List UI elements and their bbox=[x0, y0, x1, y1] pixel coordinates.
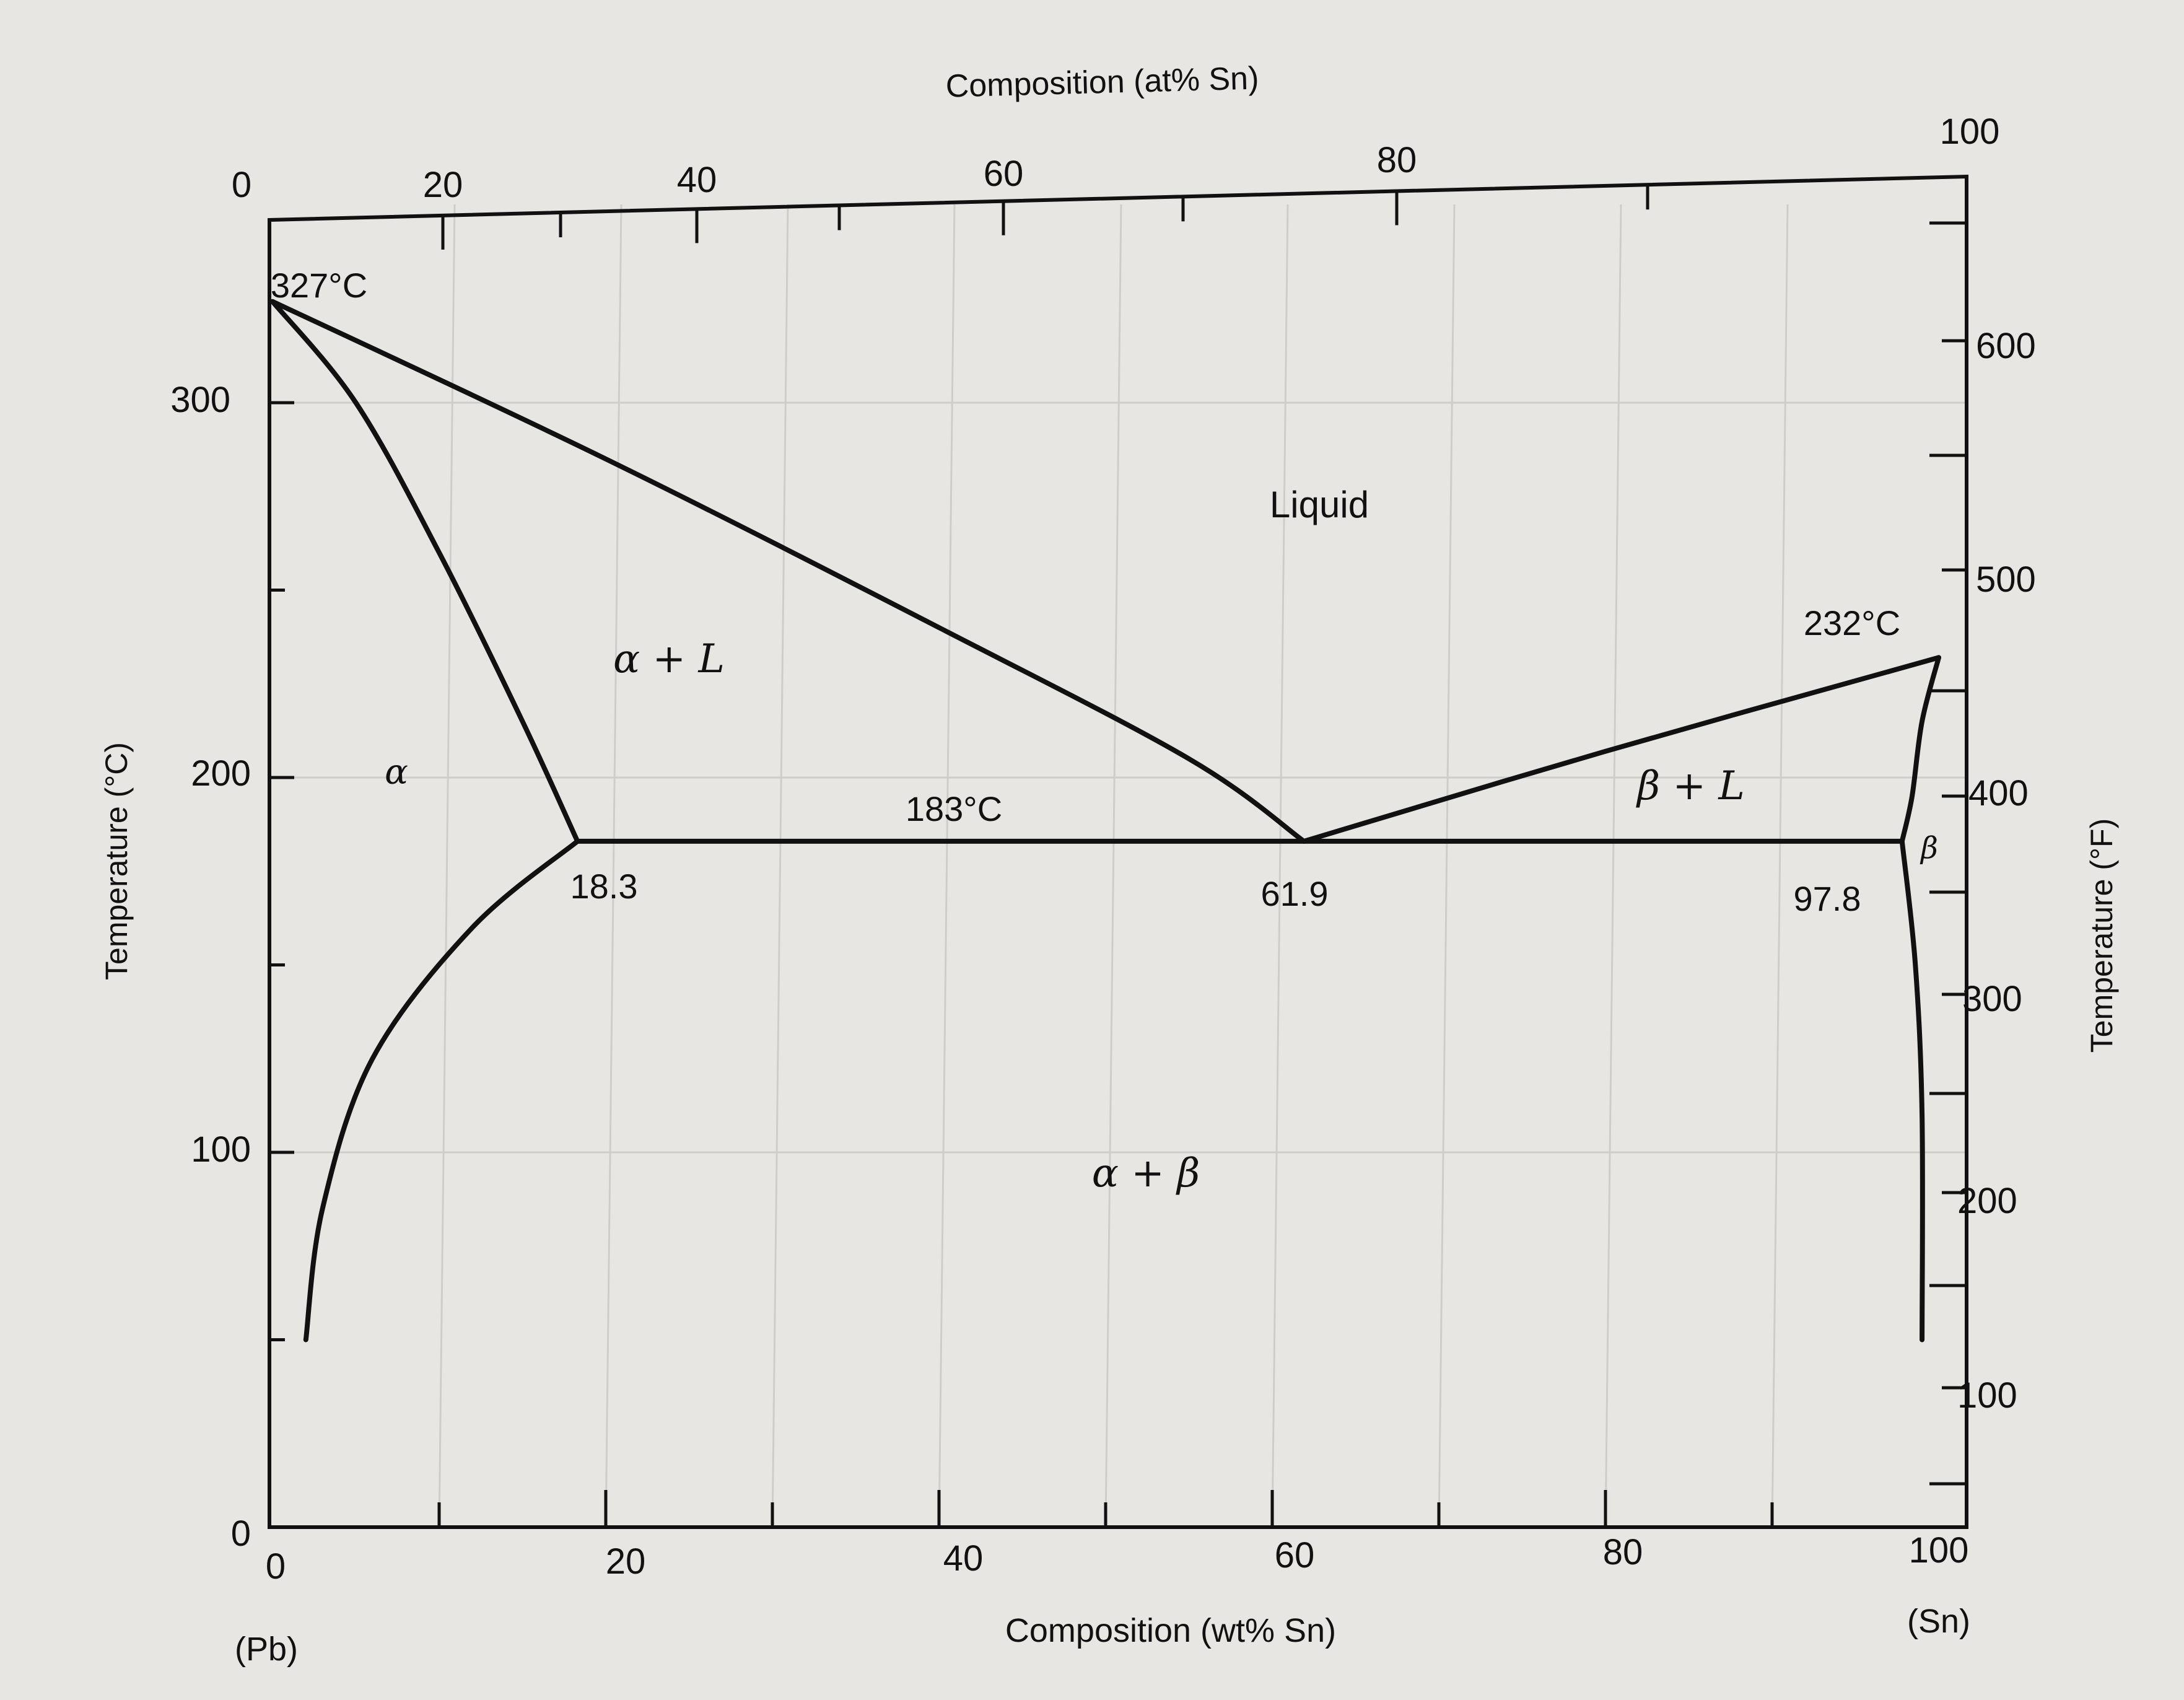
alpha-region-label: α bbox=[385, 752, 408, 792]
sn-end-label: (Sn) bbox=[1907, 1603, 1970, 1640]
alpha-plus-liquid-label: α + L bbox=[613, 636, 725, 682]
liquidus-left-curve bbox=[270, 299, 1307, 844]
right-axis-ticks: 100 200 300 400 500 600 bbox=[1957, 326, 2036, 1416]
top-tick-label: 40 bbox=[677, 160, 717, 200]
gridline bbox=[1438, 204, 1456, 1528]
pb-melting-point-label: 327°C bbox=[271, 266, 367, 305]
right-axis-title: Temperature (°F) bbox=[2084, 818, 2119, 1053]
gridline bbox=[1604, 204, 1622, 1528]
right-tick-label: 200 bbox=[1957, 1181, 2017, 1221]
gridline bbox=[1271, 204, 1289, 1528]
bottom-tick-label: 60 bbox=[1275, 1535, 1315, 1575]
liquidus-right-curve bbox=[1301, 655, 1941, 844]
eutectic-composition-label: 61.9 bbox=[1261, 874, 1329, 913]
right-tick-label: 300 bbox=[1962, 979, 2022, 1019]
top-tick-label: 100 bbox=[1940, 112, 2000, 152]
pb-end-label: (Pb) bbox=[235, 1631, 298, 1668]
sn-melting-point-label: 232°C bbox=[1804, 603, 1900, 642]
bottom-axis-ticks: 0 20 40 60 80 100 bbox=[266, 1530, 1969, 1587]
gridline bbox=[1104, 204, 1122, 1528]
plot-frame bbox=[268, 174, 1968, 1529]
right-tick-label: 600 bbox=[1976, 326, 2036, 366]
bottom-axis-title: Composition (wt% Sn) bbox=[1005, 1612, 1336, 1649]
top-tick-label: 80 bbox=[1377, 140, 1417, 180]
bottom-tick-label: 0 bbox=[266, 1546, 286, 1587]
gridline bbox=[1771, 204, 1789, 1528]
left-axis-ticks: 0 100 200 300 bbox=[170, 380, 251, 1554]
liquid-region-label: Liquid bbox=[1270, 484, 1369, 525]
top-tick-label: 0 bbox=[232, 165, 251, 205]
beta-plus-liquid-label: β + L bbox=[1636, 763, 1745, 809]
left-tick-label: 200 bbox=[191, 753, 251, 794]
top-axis-ticks: 0 20 40 60 80 100 bbox=[232, 112, 2000, 205]
axis-ticks bbox=[269, 185, 1967, 1527]
alpha-max-solubility-label: 18.3 bbox=[570, 867, 638, 906]
beta-max-solubility-label: 97.8 bbox=[1794, 879, 1861, 918]
alpha-plus-beta-label: α + β bbox=[1092, 1150, 1200, 1196]
phase-boundaries bbox=[270, 299, 1941, 1343]
solidus-left-curve bbox=[270, 299, 580, 844]
left-tick-label: 100 bbox=[191, 1129, 251, 1170]
top-axis-title: Composition (at% Sn) bbox=[945, 60, 1259, 104]
bottom-tick-label: 40 bbox=[943, 1538, 984, 1579]
grid bbox=[273, 204, 1967, 1528]
beta-solvus-curve bbox=[1899, 838, 1925, 1343]
solvus-left-curve bbox=[303, 838, 580, 1343]
top-tick-label: 60 bbox=[984, 154, 1024, 194]
gridline bbox=[938, 204, 956, 1528]
left-tick-label: 0 bbox=[231, 1514, 251, 1554]
bottom-tick-label: 80 bbox=[1603, 1532, 1643, 1572]
bottom-tick-label: 100 bbox=[1909, 1530, 1969, 1571]
left-tick-label: 300 bbox=[170, 380, 230, 420]
right-tick-label: 500 bbox=[1976, 559, 2036, 600]
bottom-tick-label: 20 bbox=[606, 1541, 646, 1582]
beta-region-label: β bbox=[1920, 831, 1938, 865]
eutectic-temperature-label: 183°C bbox=[906, 789, 1002, 828]
beta-solidus-curve bbox=[1899, 655, 1941, 844]
gridline bbox=[438, 204, 456, 1528]
gridline bbox=[771, 204, 789, 1528]
right-tick-label: 400 bbox=[1968, 773, 2029, 813]
gridline bbox=[605, 204, 622, 1528]
left-axis-title: Temperature (°C) bbox=[99, 742, 134, 980]
top-tick-label: 20 bbox=[423, 165, 463, 205]
right-tick-label: 100 bbox=[1957, 1375, 2017, 1416]
